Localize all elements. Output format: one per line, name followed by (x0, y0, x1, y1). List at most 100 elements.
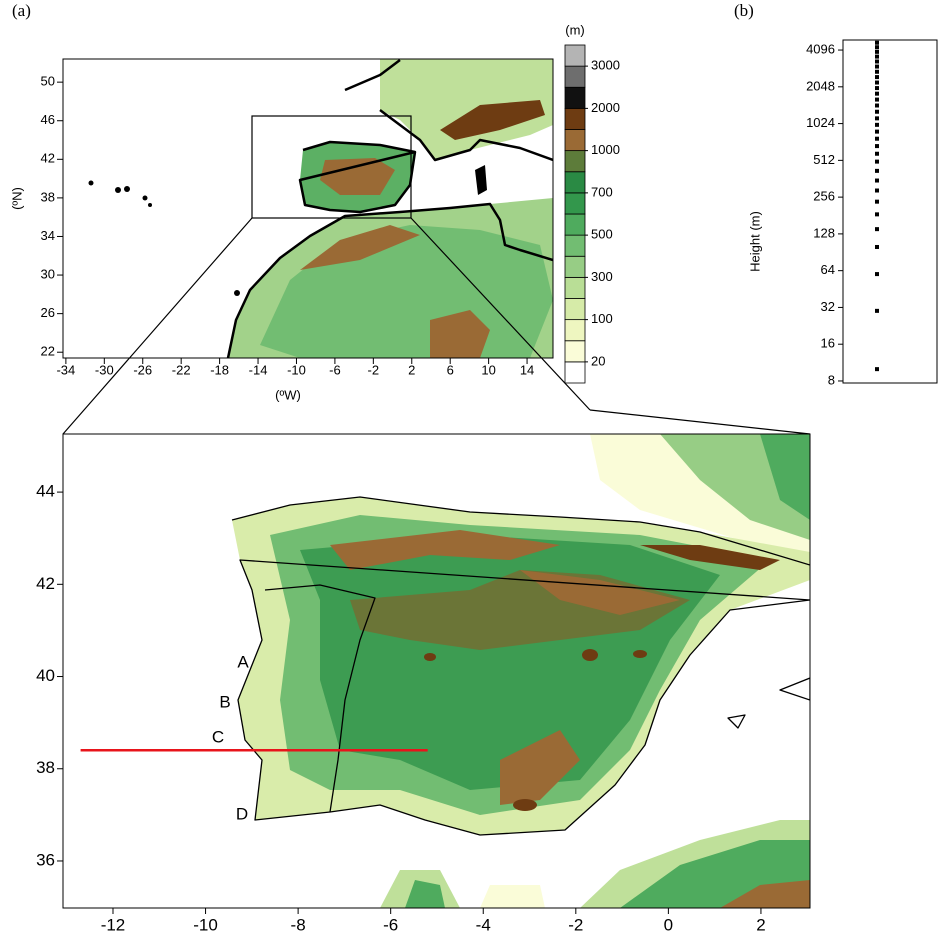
y-tick-label: 1024 (806, 115, 835, 130)
y-tick-label: 30 (41, 266, 55, 281)
level-point (875, 97, 879, 102)
colorbar-label: 3000 (591, 58, 620, 73)
colorbar-label: 300 (591, 269, 613, 284)
level-point (875, 86, 879, 91)
level-point (875, 244, 879, 249)
colorbar-box (564, 213, 586, 236)
y-tick-label: 26 (41, 305, 55, 320)
colorbar-label: 500 (591, 227, 613, 242)
x-tick-label: 2 (756, 915, 765, 934)
y-tick-label: 32 (821, 299, 835, 314)
y-axis-label: Height (m) (747, 211, 762, 272)
x-tick-label: -22 (172, 362, 191, 377)
level-point (875, 122, 879, 127)
x-tick-label: 2 (408, 362, 415, 377)
y-tick-label: 256 (813, 189, 835, 204)
y-tick-label: 36 (36, 850, 55, 869)
level-point (875, 40, 879, 45)
x-tick-label: -34 (56, 362, 75, 377)
y-tick-label: 42 (36, 574, 55, 593)
level-point (875, 168, 879, 173)
zoom-connector (62, 217, 253, 435)
colorbar-box (564, 129, 586, 152)
colorbar-box (564, 44, 586, 67)
level-point (875, 227, 879, 232)
panel-label: (b) (734, 1, 754, 20)
zoom-box (251, 115, 412, 219)
level-point (875, 54, 879, 59)
panel-label: (a) (12, 1, 31, 20)
level-point (875, 116, 879, 121)
level-point (875, 80, 879, 85)
zoom-connector (589, 409, 811, 435)
site-label: C (212, 727, 224, 746)
colorbar-box (564, 361, 586, 384)
level-point (875, 91, 879, 96)
y-tick-label: 2048 (806, 78, 835, 93)
y-tick-label: 40 (36, 666, 55, 685)
level-point (875, 136, 879, 141)
level-point (875, 212, 879, 217)
x-tick-label: -6 (383, 915, 398, 934)
level-point (875, 129, 879, 134)
colorbar-box (564, 319, 586, 342)
plot-frame (62, 433, 811, 909)
colorbar-box (564, 276, 586, 299)
y-tick-label: 46 (41, 112, 55, 127)
colorbar-box (564, 86, 586, 109)
x-axis-label: (ºW) (275, 387, 301, 402)
site-label: D (236, 804, 248, 823)
y-tick-label: 8 (828, 372, 835, 387)
x-tick-label: -10 (193, 915, 218, 934)
y-tick-label: 42 (41, 151, 55, 166)
x-tick-label: 6 (447, 362, 454, 377)
terrain-top (88, 59, 553, 358)
colorbar-title: (m) (565, 22, 585, 37)
colorbar-box (564, 234, 586, 257)
level-point (875, 45, 879, 50)
y-tick-label: 22 (41, 344, 55, 359)
colorbar-box (564, 340, 586, 363)
colorbar-box (564, 192, 586, 215)
zoom-connector (410, 217, 591, 411)
y-axis-label: (ºN) (9, 187, 24, 210)
level-point (875, 367, 879, 372)
level-point (875, 308, 879, 313)
x-tick-label: 0 (664, 915, 673, 934)
site-label: B (219, 692, 230, 711)
x-tick-label: -6 (329, 362, 341, 377)
terrain-bottom (231, 434, 810, 908)
y-tick-label: 44 (36, 482, 55, 501)
level-point (875, 151, 879, 156)
x-tick-label: -8 (291, 915, 306, 934)
level-point (875, 144, 879, 149)
x-tick-label: -26 (133, 362, 152, 377)
y-tick-label: 50 (41, 74, 55, 89)
colorbar-label: 100 (591, 311, 613, 326)
y-tick-label: 64 (821, 262, 835, 277)
level-point (875, 178, 879, 183)
y-tick-label: 128 (813, 225, 835, 240)
y-tick-label: 38 (36, 758, 55, 777)
x-tick-label: -18 (210, 362, 229, 377)
colorbar-label: 2000 (591, 100, 620, 115)
plot-frame (842, 39, 938, 384)
level-point (875, 272, 879, 277)
colorbar-box (564, 255, 586, 278)
y-tick-label: 16 (821, 336, 835, 351)
x-tick-label: -2 (568, 915, 583, 934)
x-tick-label: -30 (95, 362, 114, 377)
level-point (875, 199, 879, 204)
colorbar-box (564, 298, 586, 321)
level-point (875, 159, 879, 164)
x-tick-label: -4 (476, 915, 491, 934)
colorbar-box (564, 171, 586, 194)
colorbar-box (564, 150, 586, 173)
x-tick-label: -10 (287, 362, 306, 377)
level-point (875, 49, 879, 54)
x-tick-label: -12 (101, 915, 126, 934)
plot-frame (62, 58, 554, 359)
level-point (875, 59, 879, 64)
colorbar-box (564, 65, 586, 88)
